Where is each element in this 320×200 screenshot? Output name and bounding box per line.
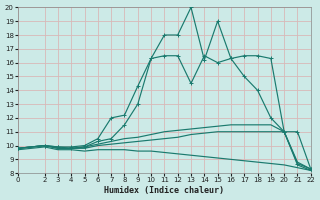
X-axis label: Humidex (Indice chaleur): Humidex (Indice chaleur)	[104, 186, 224, 195]
